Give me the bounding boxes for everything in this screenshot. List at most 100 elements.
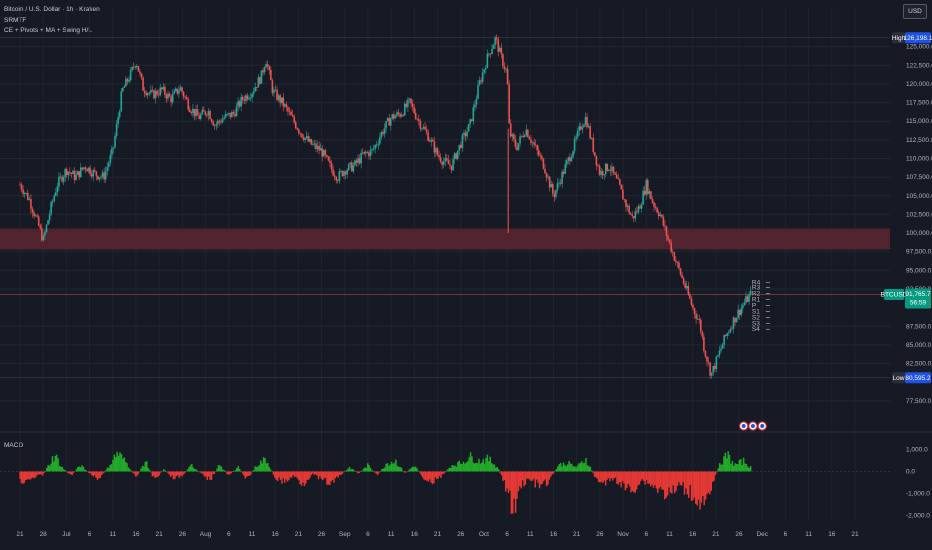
macd-bar	[599, 471, 601, 483]
candle-body	[254, 87, 257, 92]
candle-body	[252, 91, 255, 94]
macd-bar	[293, 471, 296, 477]
macd-bar	[590, 470, 593, 472]
macd-bar	[733, 466, 735, 472]
candle-body	[583, 124, 585, 128]
macd-bar	[466, 461, 469, 472]
macd-bar	[54, 455, 56, 472]
macd-bar	[26, 471, 28, 480]
macd-bar	[181, 471, 183, 477]
macd-bar	[224, 471, 227, 473]
candle-body	[645, 180, 648, 195]
macd-bar	[151, 471, 154, 477]
candle-body	[125, 78, 127, 87]
candle-body	[486, 53, 489, 68]
macd-bar	[267, 463, 269, 472]
macd-bar	[447, 469, 449, 472]
candle-body	[218, 120, 221, 122]
macd-bar	[338, 471, 341, 475]
macd-bar	[614, 471, 617, 478]
candle-body	[114, 135, 116, 148]
macd-bar	[130, 470, 133, 472]
candle-body	[270, 69, 272, 81]
candle-body	[656, 207, 658, 213]
macd-bar	[134, 471, 137, 477]
macd-bar	[427, 471, 430, 482]
macd-bar	[82, 466, 85, 472]
macd-bar	[528, 471, 531, 480]
macd-bar	[744, 463, 746, 472]
candle-body	[586, 117, 588, 128]
macd-bar	[524, 471, 527, 485]
macd-bar	[331, 471, 334, 481]
x-tick-label: Sep	[339, 531, 351, 538]
x-tick-label: 11	[249, 531, 256, 538]
candle-body	[277, 95, 280, 100]
candle-body	[100, 176, 102, 178]
candle-body	[349, 162, 352, 165]
currency-button[interactable]: USD	[903, 4, 927, 19]
macd-bar	[60, 466, 62, 472]
candle-body	[728, 332, 730, 334]
candle-body	[271, 80, 274, 94]
macd-bar	[110, 464, 113, 472]
event-flag-icon-dot	[760, 424, 765, 428]
candle-body	[558, 182, 560, 184]
candle-body	[701, 331, 704, 337]
symbol-title[interactable]: Bitcoin / U.S. Dollar · 1h · Kraken	[4, 6, 100, 13]
macd-bar	[310, 471, 313, 475]
macd-bar	[686, 471, 689, 495]
candle-body	[193, 108, 196, 116]
candle-body	[516, 146, 518, 150]
candle-body	[436, 148, 439, 156]
macd-bar	[740, 459, 742, 472]
candle-body	[603, 174, 605, 176]
macd-bar	[327, 471, 330, 485]
macd-bar	[219, 465, 221, 472]
indicator-srmtf[interactable]: SRMTF	[4, 16, 27, 24]
candle-body	[26, 192, 29, 200]
candle-body	[136, 66, 138, 67]
x-tick-label: 26	[596, 531, 604, 538]
candle-body	[684, 283, 686, 288]
y-tick-label: 87,500.0	[906, 323, 932, 330]
low-label-bg	[892, 372, 905, 384]
macd-bar	[282, 471, 285, 479]
indicator-ce-pivots[interactable]: CE + Pivots + MA + Swing H/L	[4, 27, 92, 34]
macd-bar	[454, 465, 456, 472]
macd-bar	[119, 452, 121, 472]
pivot-label: S3	[752, 320, 760, 327]
macd-bar	[167, 471, 169, 473]
macd-bar	[530, 471, 532, 482]
candle-body	[287, 107, 289, 112]
candle-body	[25, 192, 28, 194]
macd-bar	[485, 457, 487, 472]
candle-body	[508, 84, 510, 124]
candle-body	[150, 89, 152, 93]
macd-bar	[39, 471, 41, 475]
candle-body	[710, 372, 713, 376]
macd-title[interactable]: MACD	[4, 442, 24, 449]
x-tick-label: 16	[132, 531, 140, 538]
macd-bar	[186, 469, 189, 472]
macd-bar	[585, 457, 587, 472]
candle-body	[19, 184, 21, 186]
candle-body	[341, 170, 344, 177]
y-tick-label: 95,000.0	[906, 267, 932, 274]
macd-bar	[361, 470, 363, 472]
macd-bar	[175, 471, 178, 477]
macd-bar	[444, 471, 446, 473]
candle-body	[749, 290, 752, 295]
countdown: 56:59	[910, 299, 927, 306]
y-tick-label: 82,500.0	[906, 361, 932, 368]
candle-body	[259, 77, 261, 84]
macd-bar	[445, 470, 448, 472]
macd-bar	[51, 456, 54, 472]
macd-bar	[233, 470, 235, 472]
candle-body	[375, 144, 378, 146]
candle-body	[570, 157, 573, 162]
candle-body	[198, 115, 200, 120]
macd-bar	[352, 469, 355, 472]
candle-body	[245, 95, 247, 101]
